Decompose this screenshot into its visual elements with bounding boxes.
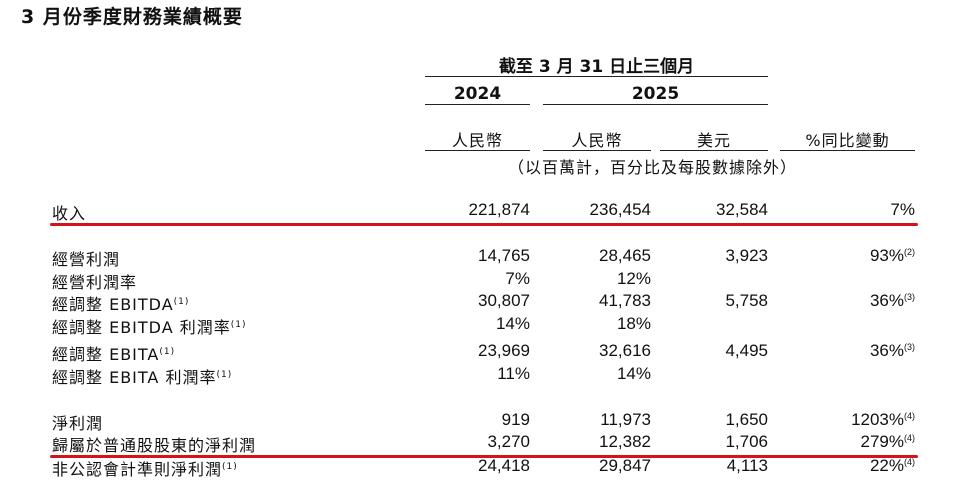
value-2025: 32,616 [599, 341, 651, 360]
row-label: 歸屬於普通股股東的淨利潤 [52, 432, 256, 456]
value-change: 1203%(4) [750, 410, 915, 430]
value-usd: 4,113 [726, 456, 768, 475]
value-2025: 28,465 [599, 246, 651, 265]
value-usd: 4,495 [725, 341, 768, 360]
row-label: 收入 [52, 200, 86, 224]
currency-rule-1 [425, 150, 530, 151]
value-2025: 12,382 [599, 432, 651, 451]
value-2024: 3,270 [487, 432, 530, 451]
value-2024: 23,969 [478, 341, 530, 360]
row-label-text: 經調整 EBITDA [52, 295, 174, 314]
net-income-highlight-underline [50, 455, 918, 458]
year-2025-rule [543, 104, 768, 105]
row-label: 經調整 EBITA(1) [52, 341, 175, 365]
currency-header-rmb-2024: 人民幣 [451, 131, 503, 150]
row-label: 經調整 EBITDA(1) [52, 291, 189, 315]
row-label: 淨利潤 [52, 410, 103, 434]
row-label-text: 非公認會計準則淨利潤 [52, 460, 223, 479]
unit-note: （以百萬計，百分比及每股數據除外） [508, 158, 798, 177]
currency-header-usd: 美元 [696, 131, 731, 150]
row-label: 經調整 EBITA 利潤率(1) [52, 364, 232, 388]
change-value: 279% [860, 432, 904, 451]
page-title: 3 月份季度財務業績概要 [21, 6, 243, 28]
value-2024: 14% [495, 314, 530, 333]
row-label: 經調整 EBITDA 利潤率(1) [52, 314, 247, 338]
footnote-marker: (1) [216, 370, 233, 380]
change-header: %同比變動 [805, 131, 890, 150]
currency-rule-4 [780, 150, 915, 151]
value-2024: 24,418 [478, 456, 530, 475]
year-2024-header: 2024 [453, 84, 502, 104]
footnote-marker: (4) [904, 457, 915, 467]
value-2025: 11,973 [600, 410, 651, 429]
change-value: 7% [890, 200, 915, 219]
period-header-rule [425, 76, 768, 77]
footnote-marker: (3) [904, 342, 915, 352]
value-change: 93%(2) [750, 246, 915, 266]
footnote-marker: (2) [904, 247, 915, 257]
value-2025: 18% [616, 314, 651, 333]
value-2025: 29,847 [599, 456, 651, 475]
currency-rule-2 [543, 150, 651, 151]
row-label-text: 經營利潤 [52, 250, 121, 269]
value-2025: 236,454 [589, 200, 651, 219]
change-value: 36% [869, 341, 904, 360]
change-value: 93% [869, 246, 904, 265]
footnote-marker: (1) [159, 347, 176, 357]
value-change: 36%(3) [750, 341, 915, 361]
value-usd: 32,584 [716, 200, 768, 219]
value-2024: 7% [505, 269, 530, 288]
footnote-marker: (1) [173, 297, 190, 307]
value-2024: 30,807 [478, 291, 530, 310]
change-value: 36% [869, 291, 904, 310]
year-2025-header: 2025 [631, 84, 680, 104]
footnote-marker: (1) [230, 320, 247, 330]
value-change: 22%(4) [750, 456, 915, 476]
value-2024: 11% [497, 364, 530, 383]
change-value: 1203% [851, 410, 904, 429]
year-2024-rule [425, 104, 530, 105]
value-usd: 1,706 [725, 432, 768, 451]
value-usd: 5,758 [725, 291, 768, 310]
value-2025: 12% [616, 269, 651, 288]
value-usd: 1,650 [725, 410, 768, 429]
row-label: 非公認會計準則淨利潤(1) [52, 456, 238, 480]
currency-header-rmb-2025: 人民幣 [571, 131, 623, 150]
value-2024: 221,874 [468, 200, 530, 219]
footnote-marker: (4) [904, 411, 915, 421]
value-usd: 3,923 [725, 246, 768, 265]
value-2025: 41,783 [599, 291, 651, 310]
row-label: 經營利潤 [52, 246, 120, 270]
row-label-text: 經調整 EBITDA 利潤率 [52, 318, 231, 337]
row-label-text: 歸屬於普通股股東的淨利潤 [52, 436, 257, 455]
revenue-highlight-underline [50, 223, 918, 226]
row-label-text: 收入 [52, 204, 87, 223]
value-change: 36%(3) [750, 291, 915, 311]
value-2024: 919 [501, 410, 530, 429]
period-header: 截至 3 月 31 日止三個月 [498, 57, 695, 77]
footnote-marker: (3) [904, 292, 915, 302]
row-label-text: 經調整 EBITA [52, 345, 160, 364]
row-label-text: 淨利潤 [52, 414, 104, 433]
change-value: 22% [869, 456, 904, 475]
value-change: 279%(4) [750, 432, 915, 452]
row-label-text: 經營利潤率 [52, 273, 138, 292]
row-label: 經營利潤率 [52, 269, 137, 293]
currency-rule-3 [660, 150, 768, 151]
footnote-marker: (4) [904, 433, 915, 443]
value-2024: 14,765 [478, 246, 530, 265]
value-2025: 14% [616, 364, 651, 383]
row-label-text: 經調整 EBITA 利潤率 [52, 368, 217, 387]
footnote-marker: (1) [222, 462, 238, 472]
value-change: 7% [750, 200, 915, 220]
